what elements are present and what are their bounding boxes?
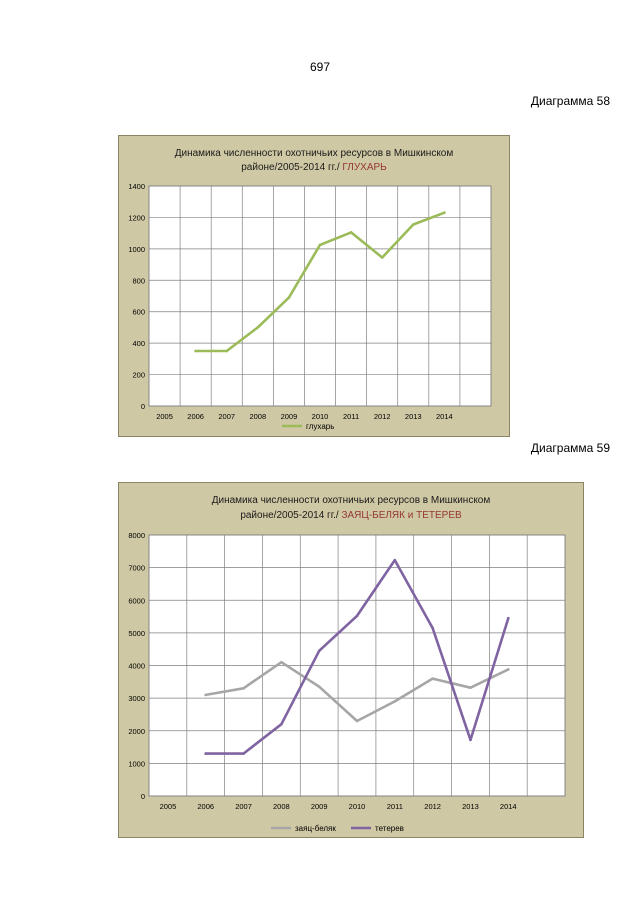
data-point [443, 211, 446, 215]
x-tick-label: 2008 [273, 802, 290, 811]
x-tick-label: 2007 [218, 412, 235, 421]
data-point [355, 614, 359, 618]
diagram-58-label: Диаграмма 58 [530, 94, 610, 108]
data-point [380, 256, 384, 259]
y-tick-label: 2000 [128, 727, 145, 736]
data-point [431, 626, 434, 630]
data-point [355, 719, 359, 723]
y-tick-label: 800 [132, 276, 145, 285]
y-tick-label: 0 [141, 792, 145, 801]
x-tick-label: 2009 [281, 412, 298, 421]
y-tick-label: 0 [141, 402, 145, 411]
chart-title-species: ГЛУХАРЬ [342, 162, 387, 173]
x-tick-label: 2010 [349, 802, 366, 811]
x-tick-label: 2005 [160, 802, 177, 811]
chart-glukhar-svg: Динамика численности охотничьих ресурсов… [128, 148, 492, 431]
plot-area [148, 185, 492, 407]
y-tick-label: 6000 [128, 596, 145, 605]
chart-title-period: районе/2005-2014 гг./ [241, 162, 342, 173]
y-tick-label: 3000 [128, 694, 145, 703]
page-number: 697 [309, 60, 331, 74]
x-tick-label: 2005 [156, 412, 173, 421]
data-point [506, 616, 510, 620]
data-point [411, 223, 415, 226]
x-tick-label: 2012 [374, 412, 391, 421]
data-point [204, 752, 208, 755]
chart-zayats-teterev-svg: Динамика численности охотничьих ресурсов… [128, 495, 566, 833]
data-point [225, 349, 229, 353]
data-point [204, 693, 208, 697]
diagram-59-label: Диаграмма 59 [530, 441, 610, 455]
y-tick-label: 7000 [128, 564, 145, 573]
data-point [280, 660, 283, 664]
x-tick-label: 2011 [343, 412, 359, 421]
y-tick-label: 4000 [128, 662, 145, 671]
data-point [317, 649, 321, 653]
chart-zayats-teterev: Динамика численности охотничьих ресурсов… [118, 482, 584, 838]
x-tick-label: 2011 [387, 802, 403, 811]
x-tick-label: 2006 [197, 802, 214, 811]
y-tick-label: 400 [132, 339, 145, 348]
legend-label-1: глухарь [306, 422, 334, 431]
x-tick-label: 2009 [311, 802, 328, 811]
data-point [317, 685, 321, 689]
data-point [242, 687, 245, 690]
chart-title-line2: районе/2005-2014 гг./ ЗАЯЦ-БЕЛЯК и ТЕТЕР… [240, 510, 462, 521]
y-tick-label: 1000 [128, 759, 145, 768]
data-point [469, 686, 472, 689]
legend-label-1: заяц-беляк [295, 824, 336, 833]
chart-glukhar: Динамика численности охотничьих ресурсов… [118, 135, 510, 437]
chart-title-period: районе/2005-2014 гг./ [240, 510, 341, 521]
x-tick-label: 2013 [405, 412, 422, 421]
data-point [242, 752, 245, 755]
x-tick-label: 2014 [436, 412, 453, 421]
y-tick-label: 8000 [128, 531, 145, 540]
data-point [287, 296, 291, 299]
x-tick-label: 2008 [249, 412, 266, 421]
chart-title-line1: Динамика численности охотничьих ресурсов… [175, 148, 454, 159]
data-point [393, 700, 397, 703]
y-tick-label: 1000 [128, 245, 145, 254]
y-tick-label: 1400 [128, 182, 145, 191]
data-point [256, 326, 260, 329]
data-point [469, 738, 472, 742]
x-tick-label: 2010 [312, 412, 329, 421]
chart-title-species: ЗАЯЦ-БЕЛЯК и ТЕТЕРЕВ [341, 510, 462, 521]
x-tick-label: 2006 [187, 412, 204, 421]
y-tick-label: 1200 [128, 213, 145, 222]
chart-title-line2: районе/2005-2014 гг./ ГЛУХАРЬ [241, 162, 387, 173]
x-tick-label: 2007 [235, 802, 252, 811]
x-tick-label: 2012 [424, 802, 441, 811]
data-point [280, 722, 283, 726]
chart-title-line1: Динамика численности охотничьих ресурсов… [212, 495, 491, 506]
data-point [194, 349, 197, 353]
y-tick-label: 5000 [128, 629, 145, 638]
x-tick-label: 2014 [500, 802, 517, 811]
data-point [393, 558, 397, 562]
x-tick-label: 2013 [462, 802, 479, 811]
data-point [349, 231, 353, 234]
legend-label-2: тетерев [375, 824, 404, 833]
data-point [506, 668, 510, 671]
data-point [318, 243, 322, 247]
y-tick-label: 600 [132, 308, 145, 317]
data-point [431, 677, 434, 680]
y-tick-label: 200 [132, 371, 145, 380]
